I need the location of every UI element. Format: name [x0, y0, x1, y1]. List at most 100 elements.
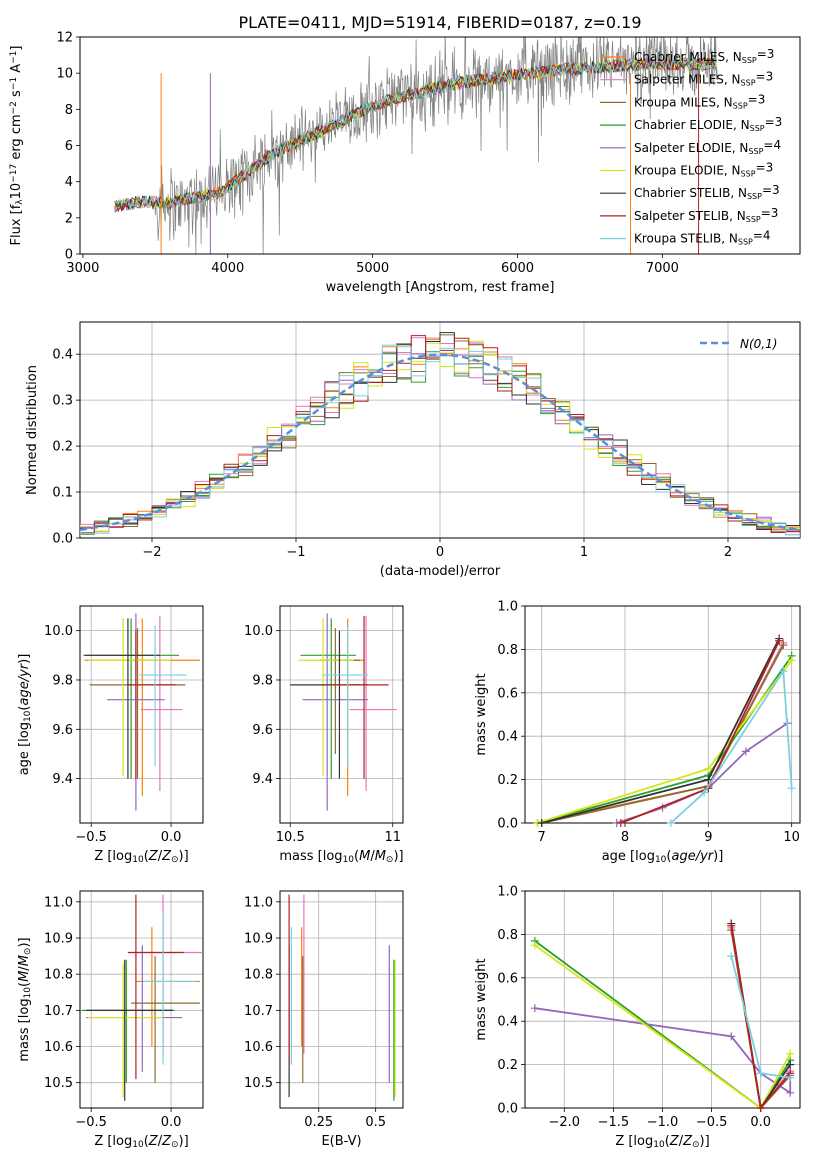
label-part: SSP: [741, 79, 756, 88]
y-tick-label: 0: [65, 248, 73, 263]
weight-marker: [787, 656, 796, 665]
label-part: /: [679, 1134, 684, 1149]
y-tick-label: 0.0: [497, 1102, 518, 1117]
spectrum-plot-area: [114, 37, 718, 254]
label-part: )]: [17, 654, 32, 664]
y-tick-label: 0.6: [497, 971, 518, 986]
y-tick-label: 0.4: [497, 1015, 518, 1030]
x-tick-label: 0.0: [161, 1115, 182, 1130]
label-part: Flux [f: [9, 204, 24, 245]
x-tick-label: −1: [286, 545, 305, 560]
label-part: (data-model)/error: [380, 564, 501, 579]
label-part: 10: [23, 987, 33, 999]
label-part: Z [log: [94, 1134, 132, 1149]
label-part: 10: [9, 183, 24, 200]
y-tick-label: 9.6: [52, 723, 73, 738]
x-axis-label: (data-model)/error: [380, 564, 501, 579]
y-axis-label: Normed distribution: [25, 365, 40, 495]
x-axis-label: mass [log10(M/M⊙)]: [279, 849, 403, 865]
y-tick-label: 10.8: [44, 968, 73, 983]
x-tick-label: −0.5: [696, 1115, 728, 1130]
y-tick-label: 9.8: [252, 673, 273, 688]
x-tick-label: 0.0: [161, 830, 182, 845]
weight-marker: [786, 1088, 795, 1097]
y-tick-label: 9.8: [52, 673, 73, 688]
y-tick-label: 0.8: [497, 928, 518, 943]
y-tick-label: 1.0: [497, 885, 518, 900]
y-tick-label: 0.2: [497, 773, 518, 788]
y-tick-label: 12: [56, 31, 73, 46]
y-tick-label: 11.0: [44, 895, 73, 910]
weight-marker: [700, 788, 709, 797]
label-part: SSP: [733, 101, 748, 110]
x-tick-label: 0.25: [304, 1115, 333, 1130]
weight-line-kroupa-stelib: [670, 668, 793, 824]
label-part: )]: [179, 849, 189, 864]
y-tick-label: 9.4: [52, 772, 73, 787]
label-part: (: [17, 706, 32, 711]
label-part: )]: [700, 1134, 710, 1149]
weight-marker: [704, 764, 713, 773]
x-tick-label: 3000: [66, 261, 99, 276]
y-tick-label: 4: [65, 175, 73, 190]
label-part: mass weight: [474, 958, 489, 1040]
residual-plot-area: [80, 332, 800, 538]
histogram-step-kroupa-stelib: [80, 344, 800, 538]
x-tick-label: −0.5: [75, 1115, 107, 1130]
weight-marker: [727, 952, 736, 961]
axes-frame: [79, 605, 204, 824]
weight-marker: [779, 641, 788, 650]
label-part: Salpeter MILES, N: [634, 73, 741, 87]
label-part: (: [144, 1134, 149, 1149]
label-part: −17: [9, 164, 19, 183]
y-tick-label: 10.5: [44, 1076, 73, 1091]
observed-spectrum-line: [114, 37, 718, 254]
label-part: =3: [757, 47, 775, 61]
x-tick-label: 2: [724, 545, 732, 560]
legend-label-salpeter-stelib: Salpeter STELIB, NSSP=3: [634, 206, 778, 224]
legend-label-salpeter-elodie: Salpeter ELODIE, NSSP=4: [634, 138, 781, 156]
y-tick-label: 10.6: [44, 1040, 73, 1055]
y-tick-label: 8: [65, 103, 73, 118]
x-axis-label: Z [log10(Z/Z⊙)]: [615, 1134, 709, 1150]
legend-label-chabrier-miles: Chabrier MILES, NSSP=3: [634, 47, 774, 65]
label-part: =4: [753, 229, 771, 243]
y-tick-label: 0.0: [497, 817, 518, 832]
x-axis-label: age [log10(age/yr)]: [602, 849, 724, 865]
x-tick-label: 0.0: [750, 1115, 771, 1130]
label-part: Normed distribution: [25, 365, 40, 495]
label-part: =3: [748, 92, 766, 106]
label-part: SSP: [747, 192, 762, 201]
y-axis-label: age [log10(age/yr)]: [17, 654, 33, 776]
label-part: age/yr: [17, 662, 32, 705]
label-part: Chabrier ELODIE, N: [634, 118, 750, 132]
label-part: (: [17, 982, 32, 987]
label-part: Chabrier MILES, N: [634, 50, 742, 64]
axes-frame: [79, 890, 204, 1109]
figure-title: PLATE=0411, MJD=51914, FIBERID=0187, z=0…: [238, 13, 641, 32]
label-part: =3: [762, 183, 780, 197]
errorbar-plot-area: [83, 613, 200, 811]
spectrum-panel: 3000 4000 5000 6000 7000 0 2 4 6 8 10 12 wavelength …: [9, 31, 801, 295]
y-tick-label: 0.4: [497, 730, 518, 745]
y-axis-label: mass weight: [474, 673, 489, 755]
y-tick-label: 0.4: [52, 348, 73, 363]
label-part: ]: [9, 46, 24, 51]
x-tick-label: 4000: [211, 261, 244, 276]
weight-marker: [775, 636, 784, 645]
y-tick-label: 0.1: [52, 486, 73, 501]
label-part: /: [370, 849, 375, 864]
y-tick-label: 0.2: [497, 1058, 518, 1073]
label-part: erg cm: [9, 114, 24, 163]
y-tick-label: 10.7: [44, 1004, 73, 1019]
legend-label-kroupa-miles: Kroupa MILES, NSSP=3: [634, 92, 765, 110]
residual-histogram-panel: −2 −1 0 1 2 0.0 0.1 0.2 0.3 0.4 N(0,1) (data-model)…: [25, 321, 801, 579]
weight-line-chabrier-elodie: [537, 655, 793, 824]
weight-marker: [786, 1073, 795, 1082]
label-part: M: [17, 971, 32, 982]
weight-marker: [756, 1104, 765, 1112]
age-vs-metallicity-panel: −0.5 0.09.49.69.810.0Z [log10(Z/Z⊙)]age […: [17, 605, 204, 865]
axes-frame: [524, 605, 801, 824]
weight-line-kroupa-miles: [541, 644, 785, 824]
